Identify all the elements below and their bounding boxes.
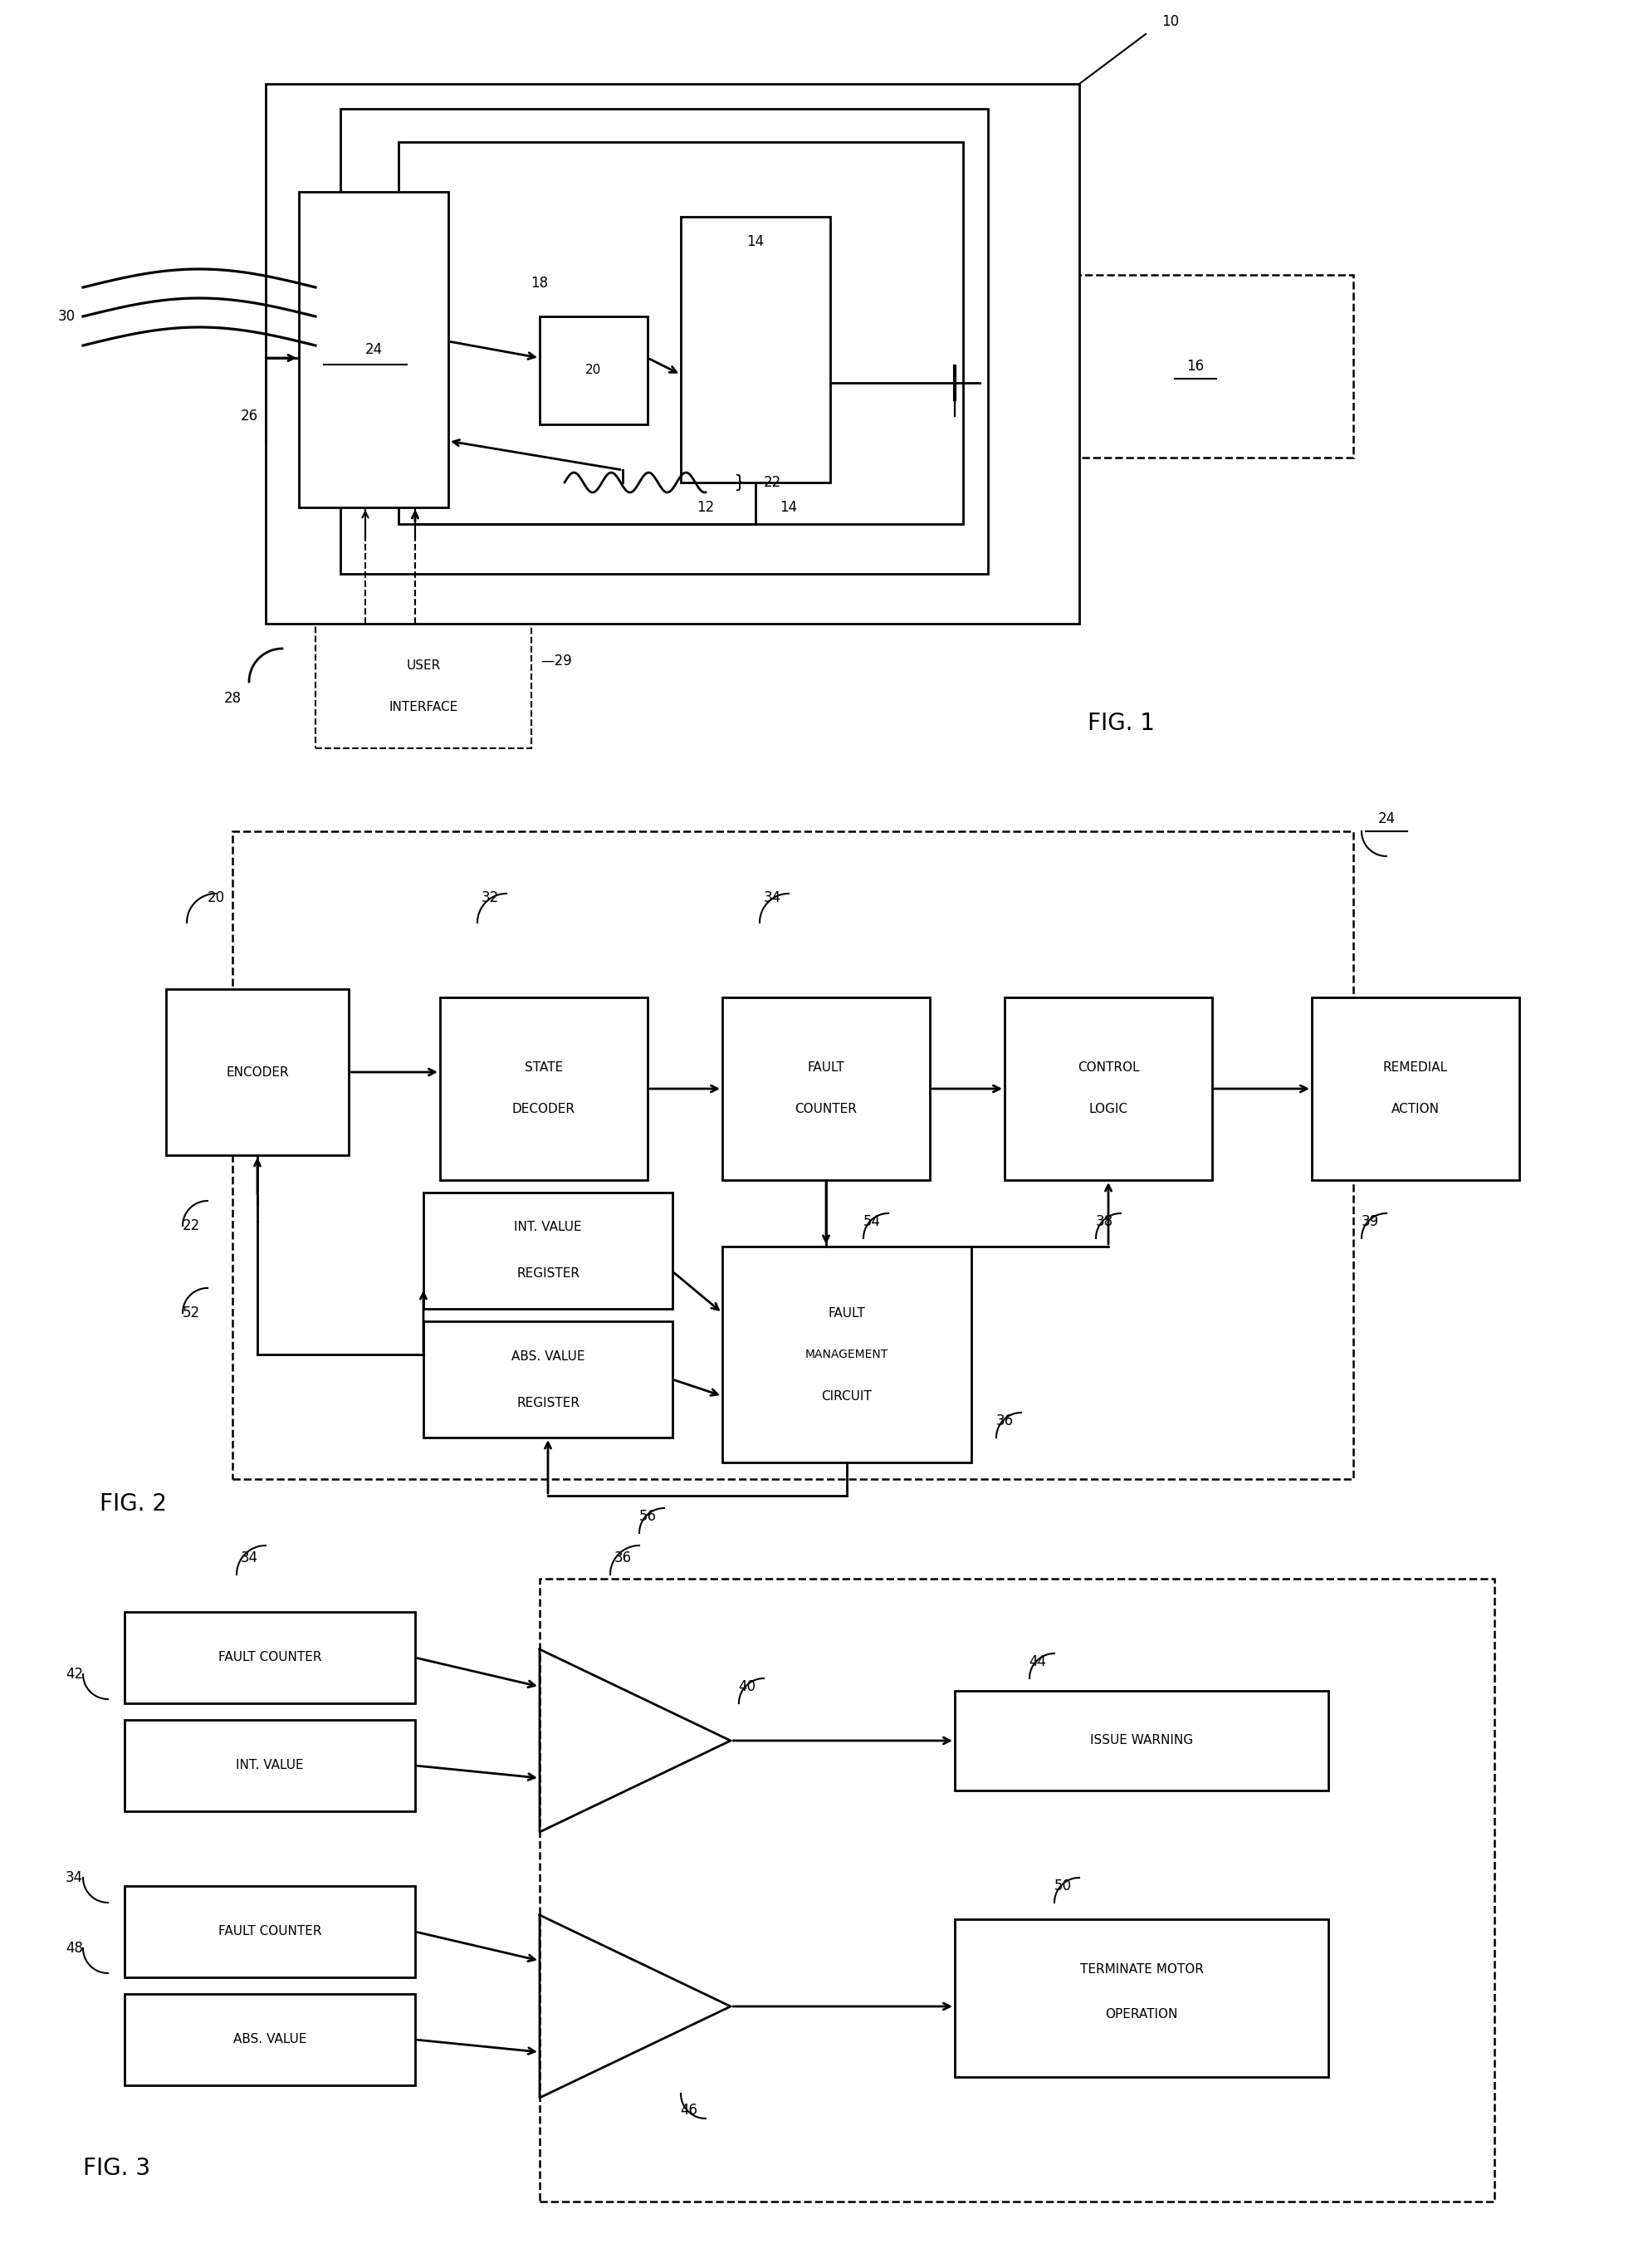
Text: —29: —29 (541, 653, 572, 669)
Text: 56: 56 (639, 1508, 656, 1524)
FancyBboxPatch shape (681, 218, 831, 483)
Text: REGISTER: REGISTER (516, 1268, 580, 1279)
Text: 38: 38 (1096, 1213, 1112, 1229)
Text: FIG. 1: FIG. 1 (1088, 712, 1155, 735)
FancyBboxPatch shape (232, 832, 1353, 1479)
Text: FAULT: FAULT (829, 1306, 865, 1320)
FancyBboxPatch shape (440, 998, 648, 1179)
Text: 36: 36 (995, 1413, 1014, 1429)
Text: 10: 10 (1162, 14, 1180, 29)
Text: 34: 34 (241, 1551, 257, 1565)
Text: 40: 40 (738, 1678, 756, 1694)
Text: 14: 14 (747, 234, 765, 249)
FancyBboxPatch shape (539, 318, 648, 424)
Text: COUNTER: COUNTER (794, 1102, 857, 1116)
FancyBboxPatch shape (722, 1247, 971, 1463)
Text: 16: 16 (1187, 358, 1205, 374)
Text: 42: 42 (66, 1667, 82, 1681)
Text: LOGIC: LOGIC (1089, 1102, 1127, 1116)
Text: 14: 14 (780, 499, 798, 515)
Text: ABS. VALUE: ABS. VALUE (511, 1349, 585, 1363)
Text: CIRCUIT: CIRCUIT (822, 1390, 872, 1402)
Text: INTERFACE: INTERFACE (389, 701, 458, 712)
FancyBboxPatch shape (424, 1322, 672, 1438)
FancyBboxPatch shape (1312, 998, 1519, 1179)
Text: 26: 26 (241, 408, 257, 424)
Text: OPERATION: OPERATION (1106, 2009, 1178, 2021)
Text: 50: 50 (1055, 1878, 1071, 1894)
FancyBboxPatch shape (341, 109, 987, 574)
Text: 54: 54 (864, 1213, 880, 1229)
Text: 48: 48 (66, 1941, 82, 1955)
Text: CONTROL: CONTROL (1078, 1061, 1139, 1075)
Text: MANAGEMENT: MANAGEMENT (806, 1349, 888, 1361)
Text: 28: 28 (224, 692, 241, 705)
Text: 34: 34 (763, 891, 781, 905)
Text: 24: 24 (364, 342, 382, 356)
FancyBboxPatch shape (125, 1994, 415, 2084)
Text: ABS. VALUE: ABS. VALUE (232, 2034, 307, 2046)
FancyBboxPatch shape (424, 1193, 672, 1309)
Text: 46: 46 (681, 2102, 697, 2118)
Text: FAULT COUNTER: FAULT COUNTER (218, 1926, 321, 1937)
Text: TERMINATE MOTOR: TERMINATE MOTOR (1079, 1962, 1203, 1975)
Text: 34: 34 (66, 1871, 82, 1885)
FancyBboxPatch shape (954, 1919, 1328, 2077)
FancyBboxPatch shape (399, 143, 962, 524)
Text: 18: 18 (531, 277, 549, 290)
Text: 30: 30 (58, 308, 76, 324)
Text: FAULT: FAULT (808, 1061, 845, 1075)
FancyBboxPatch shape (125, 1719, 415, 1812)
Text: FIG. 2: FIG. 2 (99, 1492, 166, 1515)
Text: DECODER: DECODER (513, 1102, 575, 1116)
FancyBboxPatch shape (539, 1579, 1495, 2202)
Text: FAULT COUNTER: FAULT COUNTER (218, 1651, 321, 1665)
Text: FIG. 3: FIG. 3 (82, 2157, 150, 2180)
Text: REGISTER: REGISTER (516, 1397, 580, 1408)
FancyBboxPatch shape (722, 998, 929, 1179)
Text: REMEDIAL: REMEDIAL (1383, 1061, 1449, 1075)
FancyBboxPatch shape (125, 1887, 415, 1978)
Text: 12: 12 (697, 499, 715, 515)
FancyBboxPatch shape (1005, 998, 1213, 1179)
FancyBboxPatch shape (315, 624, 531, 748)
Text: ISSUE WARNING: ISSUE WARNING (1089, 1735, 1193, 1746)
Text: USER: USER (407, 660, 440, 671)
FancyBboxPatch shape (298, 193, 448, 508)
Text: 20: 20 (585, 365, 602, 376)
FancyBboxPatch shape (166, 989, 349, 1154)
Text: STATE: STATE (524, 1061, 564, 1075)
Text: 39: 39 (1361, 1213, 1379, 1229)
Text: 20: 20 (208, 891, 224, 905)
Text: 22: 22 (763, 474, 781, 490)
FancyBboxPatch shape (954, 1692, 1328, 1789)
FancyBboxPatch shape (1038, 274, 1353, 458)
Text: 32: 32 (481, 891, 499, 905)
Text: ENCODER: ENCODER (226, 1066, 288, 1077)
Text: 36: 36 (615, 1551, 631, 1565)
Text: ACTION: ACTION (1391, 1102, 1440, 1116)
Text: 22: 22 (183, 1218, 199, 1234)
Text: }: } (733, 474, 745, 490)
FancyBboxPatch shape (125, 1613, 415, 1703)
Text: 52: 52 (183, 1306, 199, 1320)
Text: 24: 24 (1378, 812, 1396, 826)
Text: 44: 44 (1028, 1653, 1046, 1669)
Text: INT. VALUE: INT. VALUE (514, 1220, 582, 1234)
FancyBboxPatch shape (265, 84, 1079, 624)
Text: INT. VALUE: INT. VALUE (236, 1760, 303, 1771)
